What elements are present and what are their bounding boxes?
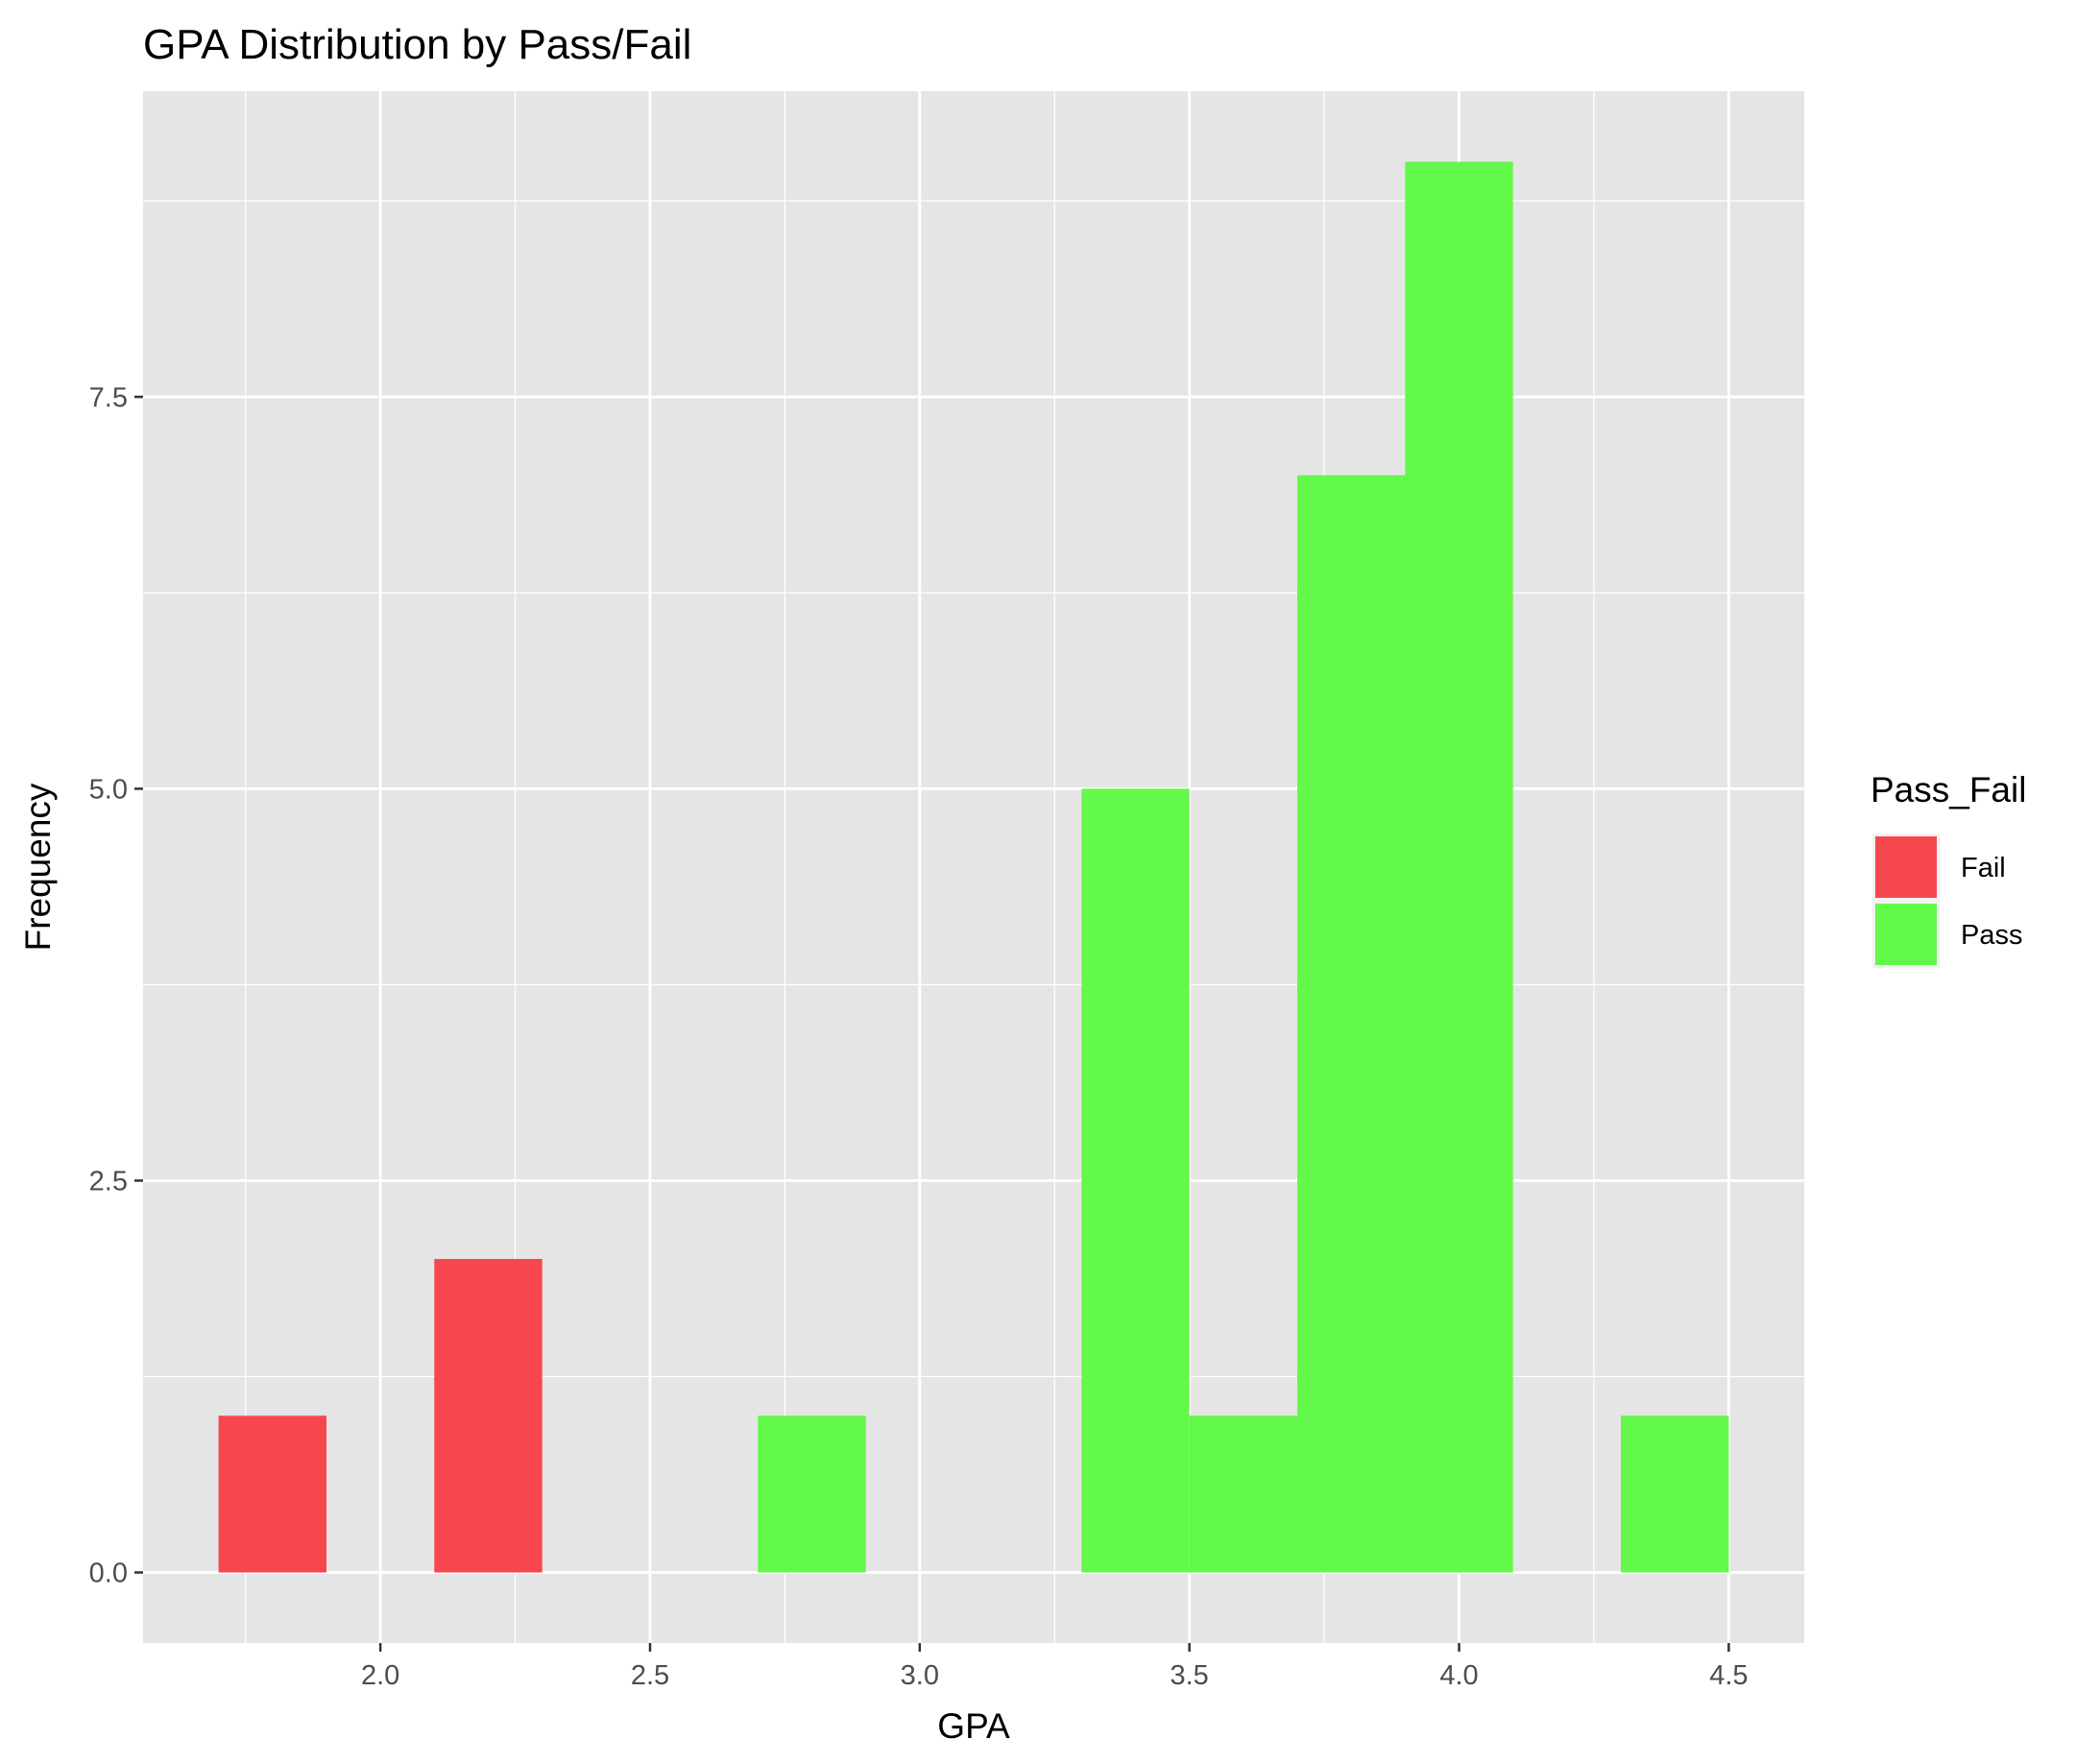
- y-axis-title: Frequency: [18, 783, 58, 951]
- x-tick-label: 2.0: [361, 1660, 399, 1691]
- y-axis-ticks: 0.0 2.5 5.0 7.5: [89, 382, 143, 1589]
- x-tick-label: 3.5: [1171, 1660, 1209, 1691]
- bar-pass: [1405, 161, 1513, 1573]
- bar-fail: [434, 1259, 543, 1573]
- legend-key-fail: [1875, 836, 1937, 898]
- x-tick-label: 4.5: [1709, 1660, 1748, 1691]
- legend-key-pass: [1875, 904, 1937, 965]
- histogram-bars: [218, 161, 1729, 1573]
- bar-fail: [218, 1415, 326, 1573]
- legend-label-fail: Fail: [1961, 853, 2006, 883]
- bar-pass: [1297, 474, 1406, 1573]
- x-tick-label: 3.0: [901, 1660, 939, 1691]
- legend-label-pass: Pass: [1961, 920, 2022, 951]
- chart-title: GPA Distribution by Pass/Fail: [143, 21, 691, 68]
- bar-pass: [1081, 788, 1190, 1573]
- y-tick-label: 2.5: [89, 1166, 128, 1196]
- legend: Pass_Fail Fail Pass: [1871, 770, 2026, 968]
- y-tick-label: 5.0: [89, 774, 128, 805]
- legend-title: Pass_Fail: [1871, 770, 2026, 810]
- bar-pass: [1621, 1415, 1729, 1573]
- plot-panel: [143, 91, 1804, 1643]
- legend-items: Fail Pass: [1872, 834, 2022, 968]
- x-axis-title: GPA: [937, 1706, 1010, 1746]
- y-tick-label: 7.5: [89, 382, 128, 413]
- x-tick-label: 4.0: [1439, 1660, 1478, 1691]
- bar-pass: [1189, 1415, 1298, 1573]
- y-tick-label: 0.0: [89, 1559, 128, 1589]
- x-tick-label: 2.5: [631, 1660, 669, 1691]
- x-axis-ticks: 2.0 2.5 3.0 3.5 4.0 4.5: [361, 1643, 1749, 1691]
- bar-pass: [758, 1415, 866, 1573]
